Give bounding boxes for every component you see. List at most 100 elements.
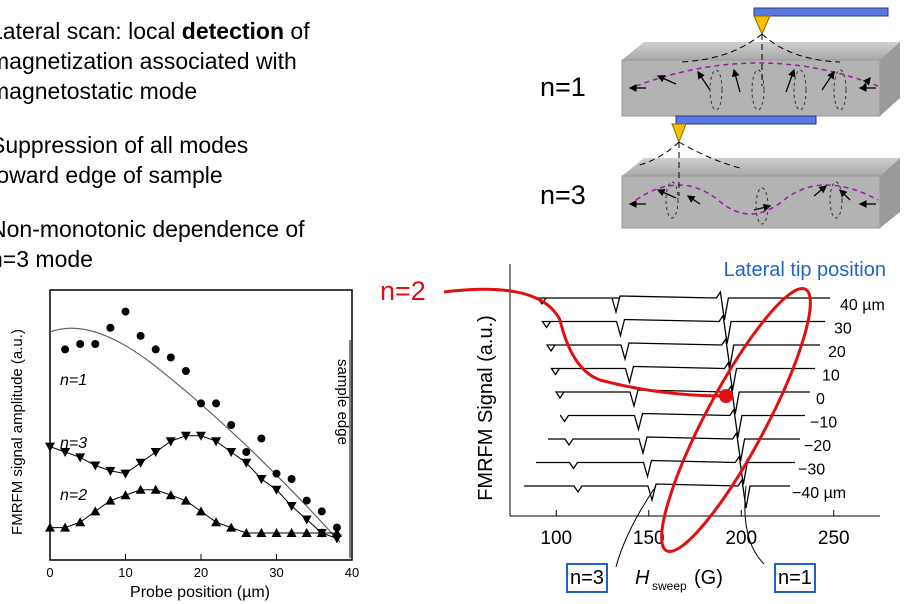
bullet-3-line2: n=3 mode <box>0 246 93 272</box>
n1-point <box>181 367 190 375</box>
n1-ellipse <box>660 287 812 553</box>
position-label: −40 µm <box>792 485 846 502</box>
main-chart-traces <box>524 290 830 509</box>
main-chart-xticks: 100 150 200 250 <box>540 510 850 549</box>
n1-point <box>272 469 281 478</box>
position-label: 40 µm <box>840 297 885 314</box>
n2-dot <box>719 389 733 403</box>
cantilever-1 <box>753 7 889 17</box>
position-label: 0 <box>816 391 825 408</box>
n3-box: n=3 <box>566 563 608 593</box>
left-chart: 0 10 20 30 40 FMRFM signal amplitude (a.u.) … <box>9 289 359 601</box>
left-xtick-label: 40 <box>345 565 359 580</box>
bullet-1-line2: magnetization associated with <box>0 48 297 74</box>
position-label: −10 <box>810 415 837 432</box>
n1-point <box>166 353 175 362</box>
n3-line <box>49 435 338 539</box>
bullet-2: Suppression of all modes toward edge of … <box>0 130 248 190</box>
n1-fit-curve <box>49 327 341 543</box>
position-label: −30 <box>798 462 825 479</box>
n1-point <box>136 331 145 340</box>
bullet-2-line1: Suppression of all modes <box>0 132 249 158</box>
bullet-1: Lateral scan: local detection of magneti… <box>0 16 310 106</box>
n1-point <box>287 475 296 483</box>
slab-1-top <box>622 42 900 60</box>
field-lines-3 <box>635 141 741 196</box>
left-chart-points <box>45 307 342 544</box>
main-xtick-label: 150 <box>633 528 665 549</box>
spectrum-trace <box>545 337 820 368</box>
mode-3-dips <box>665 181 843 225</box>
slab-1-side <box>880 42 900 116</box>
bullet-3: Non-monotonic dependence of n=3 mode <box>0 214 305 274</box>
bullet-3-line1: Non-monotonic dependence of <box>0 216 305 242</box>
label-n3: n=3 <box>60 435 87 452</box>
n1-point <box>242 448 251 456</box>
main-chart-xlabel-unit: (G) <box>694 567 723 589</box>
main-chart-title: Lateral tip position <box>724 259 886 281</box>
n3-pointer <box>615 485 657 568</box>
main-chart-position-labels: 40 µm 30 20 10 0 −10 −20 −30 −40 µm <box>792 297 885 502</box>
n1-box: n=1 <box>774 563 816 593</box>
main-chart-xlabel-sub: sweep <box>652 579 687 593</box>
spectrum-trace <box>554 384 810 415</box>
bullet-1-bold: detection <box>181 18 285 44</box>
main-chart-xlabel-h: H <box>635 567 650 589</box>
main-chart-ylabel: FMRFM Signal (a.u.) <box>475 315 497 501</box>
spectrum-trace <box>541 313 825 344</box>
left-chart-ylabel: FMRFM signal amplitude (a.u.) <box>9 329 26 535</box>
n2-point <box>135 484 146 494</box>
mode-1-arrows <box>628 68 876 93</box>
spectrum-trace <box>536 454 795 485</box>
slab-3-side <box>880 158 900 228</box>
n2-line <box>50 489 337 534</box>
spectrum-trace <box>536 290 830 321</box>
label-n2: n=2 <box>60 487 87 504</box>
n1-point <box>317 507 326 516</box>
slab-3-front <box>621 175 881 229</box>
position-label: 10 <box>822 368 840 385</box>
main-chart: Lateral tip position FMRFM Signal (a.u.)… <box>475 259 886 593</box>
mode1-label: n=1 <box>540 72 586 102</box>
n1-point <box>332 523 341 532</box>
n1-point <box>91 340 100 348</box>
mode-3-arrows <box>628 185 876 212</box>
spectrum-trace <box>550 360 815 391</box>
n2-point <box>45 522 55 532</box>
position-label: 30 <box>834 321 852 338</box>
n1-pointer <box>744 485 765 565</box>
n2-point <box>150 484 161 494</box>
n1-point <box>302 496 311 505</box>
left-xtick-label: 20 <box>194 565 208 580</box>
n1-point <box>121 307 130 316</box>
n2-annotation: n=2 <box>380 276 426 306</box>
left-xtick-label: 30 <box>269 565 283 580</box>
bullet-1-line3: magnetostatic mode <box>0 78 198 104</box>
tip-1 <box>753 15 771 36</box>
position-label: 20 <box>828 344 846 361</box>
mode-1-curve <box>635 62 879 87</box>
field-lines-1 <box>679 33 841 86</box>
n1-point <box>197 399 205 408</box>
bullet-1-line1a: Lateral scan: local <box>0 18 182 44</box>
main-xtick-label: 200 <box>725 528 757 549</box>
label-n1: n=1 <box>60 372 87 389</box>
spectrum-trace <box>548 431 800 462</box>
main-xtick-label: 250 <box>818 528 850 549</box>
n1-point <box>76 340 85 348</box>
mode-1-dips <box>709 69 847 111</box>
left-chart-xlabel: Probe position (µm) <box>130 584 270 601</box>
mode-diagram <box>621 7 900 229</box>
bullet-1-line1b: of <box>284 18 310 44</box>
bullet-2-line2: toward edge of sample <box>0 162 223 188</box>
spectrum-trace <box>524 478 790 509</box>
position-label: −20 <box>804 438 831 455</box>
left-chart-edge-label: sample edge <box>334 359 351 445</box>
n1-point <box>227 421 236 429</box>
n1-point <box>212 399 221 408</box>
tip-3 <box>671 123 687 144</box>
n1-point <box>61 345 70 354</box>
cantilever-3 <box>675 115 817 125</box>
mode3-label: n=3 <box>540 180 586 210</box>
